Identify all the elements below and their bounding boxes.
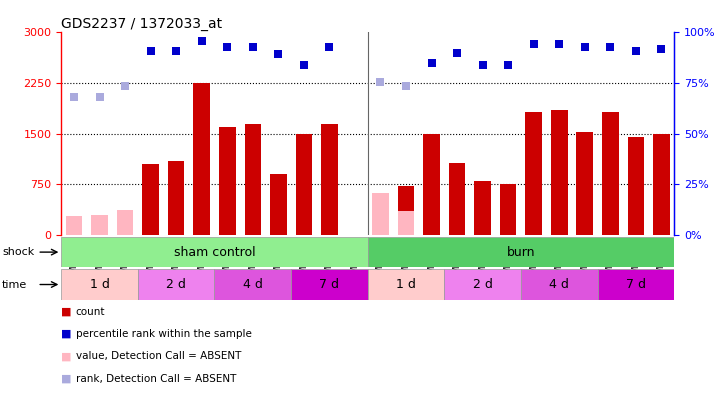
Bar (117, 210, 133, 235)
Bar (244, 124, 261, 235)
Bar (215, 269, 291, 300)
Text: count: count (76, 307, 105, 317)
Text: 2 d: 2 d (473, 278, 492, 291)
Bar (448, 163, 465, 235)
Text: burn: burn (507, 245, 535, 259)
Text: ■: ■ (61, 307, 72, 317)
Bar (521, 269, 598, 300)
Bar (653, 134, 670, 235)
Text: ■: ■ (61, 329, 72, 339)
Bar (398, 185, 415, 235)
Bar (270, 174, 287, 235)
Text: 4 d: 4 d (243, 278, 262, 291)
Text: sham control: sham control (174, 245, 255, 259)
Bar (219, 127, 236, 235)
Bar (598, 269, 674, 300)
Text: 4 d: 4 d (549, 278, 569, 291)
Bar (398, 211, 415, 235)
Text: 2 d: 2 d (167, 278, 186, 291)
Text: 1 d: 1 d (396, 278, 416, 291)
Bar (61, 237, 368, 267)
Bar (321, 124, 337, 235)
Bar (372, 193, 389, 235)
Text: shock: shock (2, 247, 35, 257)
Text: GDS2237 / 1372033_at: GDS2237 / 1372033_at (61, 17, 222, 31)
Text: ■: ■ (61, 352, 72, 361)
Bar (193, 83, 210, 235)
Bar (627, 137, 644, 235)
Bar (526, 112, 542, 235)
Bar (551, 110, 567, 235)
Text: 7 d: 7 d (319, 278, 340, 291)
Text: value, Detection Call = ABSENT: value, Detection Call = ABSENT (76, 352, 241, 361)
Bar (66, 216, 82, 235)
Text: time: time (2, 279, 27, 290)
Bar (577, 132, 593, 235)
Bar (444, 269, 521, 300)
Bar (168, 161, 185, 235)
Bar (368, 237, 674, 267)
Bar (61, 269, 138, 300)
Text: ■: ■ (61, 374, 72, 384)
Bar (602, 112, 619, 235)
Bar (423, 134, 440, 235)
Text: rank, Detection Call = ABSENT: rank, Detection Call = ABSENT (76, 374, 236, 384)
Bar (296, 134, 312, 235)
Text: 1 d: 1 d (89, 278, 110, 291)
Bar (142, 164, 159, 235)
Text: percentile rank within the sample: percentile rank within the sample (76, 329, 252, 339)
Bar (474, 181, 491, 235)
Bar (368, 269, 444, 300)
Text: 7 d: 7 d (626, 278, 646, 291)
Bar (92, 215, 108, 235)
Bar (291, 269, 368, 300)
Bar (138, 269, 215, 300)
Bar (500, 183, 516, 235)
